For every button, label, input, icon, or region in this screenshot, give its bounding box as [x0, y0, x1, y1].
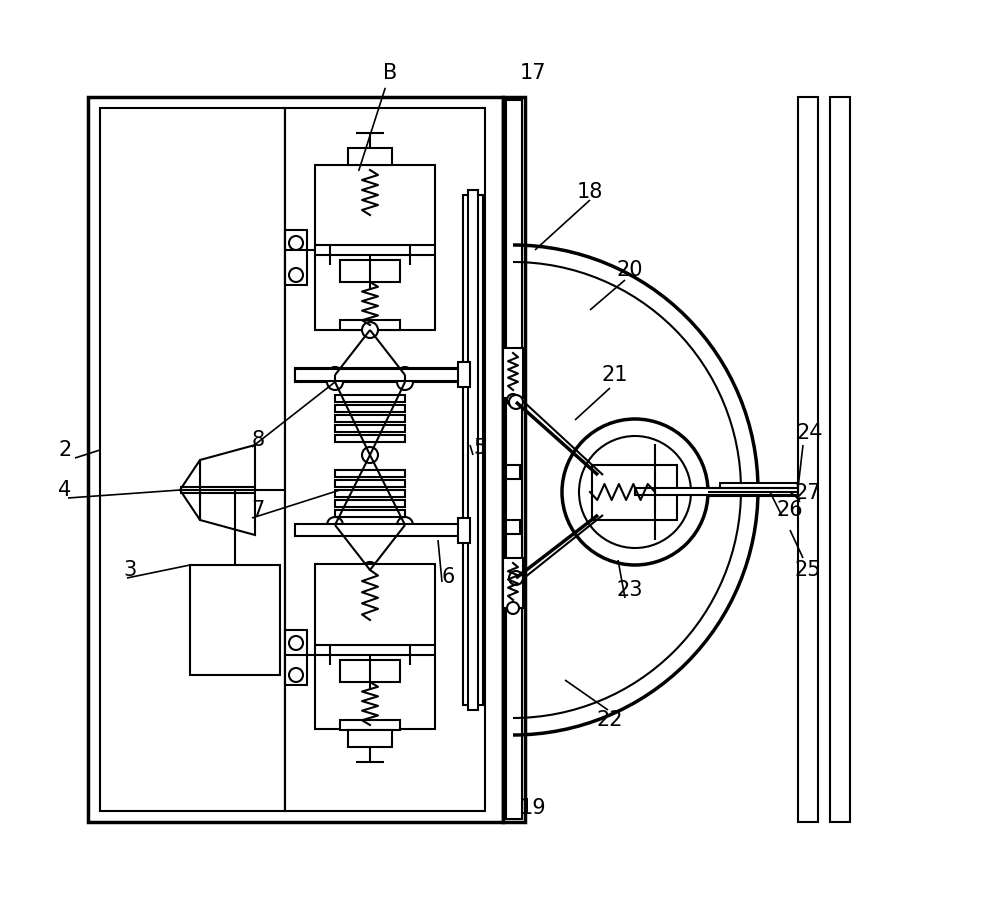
Bar — [506, 465, 520, 479]
Text: 3: 3 — [123, 560, 137, 580]
Circle shape — [507, 394, 519, 406]
Bar — [340, 660, 400, 682]
Circle shape — [397, 367, 413, 383]
Bar — [285, 108, 485, 811]
Text: B: B — [359, 63, 397, 170]
Circle shape — [397, 517, 413, 533]
Circle shape — [327, 517, 343, 533]
Circle shape — [327, 367, 343, 383]
Circle shape — [289, 268, 303, 282]
Bar — [285, 230, 307, 285]
Text: 5: 5 — [473, 438, 487, 458]
Bar — [348, 730, 392, 747]
Bar — [335, 435, 405, 442]
Circle shape — [289, 668, 303, 682]
Circle shape — [562, 419, 708, 565]
Bar — [335, 470, 405, 477]
Bar — [503, 348, 523, 398]
Bar — [830, 97, 850, 822]
Bar — [335, 415, 405, 422]
Circle shape — [591, 468, 605, 482]
Bar — [335, 490, 405, 497]
Circle shape — [327, 374, 343, 390]
Bar — [100, 108, 285, 811]
Bar — [463, 195, 483, 705]
Bar — [503, 558, 523, 608]
Circle shape — [507, 602, 519, 614]
Bar — [340, 720, 400, 730]
Text: 17: 17 — [520, 63, 546, 83]
Text: 26: 26 — [777, 500, 803, 520]
Bar — [335, 500, 405, 507]
Circle shape — [397, 374, 413, 390]
Bar — [88, 97, 503, 822]
Text: 18: 18 — [577, 182, 603, 202]
Bar — [340, 260, 400, 282]
Bar — [348, 148, 392, 165]
Text: 7: 7 — [251, 500, 265, 520]
Circle shape — [362, 562, 378, 578]
Circle shape — [362, 447, 378, 463]
Bar — [503, 97, 525, 822]
Circle shape — [289, 636, 303, 650]
Bar — [798, 97, 818, 822]
Bar — [468, 190, 478, 710]
Text: 19: 19 — [520, 798, 546, 818]
Circle shape — [509, 571, 523, 585]
Bar — [335, 395, 405, 402]
Bar — [335, 405, 405, 412]
Text: 8: 8 — [251, 430, 265, 450]
Bar — [335, 425, 405, 432]
Bar — [340, 320, 400, 330]
Bar — [315, 165, 435, 330]
Text: 25: 25 — [795, 560, 821, 580]
Text: 23: 23 — [617, 580, 643, 600]
Bar — [190, 565, 280, 675]
Text: 20: 20 — [617, 260, 643, 280]
Bar — [458, 362, 470, 387]
Text: 21: 21 — [602, 365, 628, 385]
Bar — [335, 480, 405, 487]
Bar — [506, 100, 522, 819]
Bar — [592, 465, 677, 520]
Polygon shape — [200, 445, 255, 535]
Text: 4: 4 — [58, 480, 72, 500]
Bar — [458, 518, 470, 543]
Circle shape — [362, 322, 378, 338]
Text: 27: 27 — [795, 483, 821, 503]
Bar — [315, 564, 435, 729]
Bar — [295, 368, 470, 382]
Text: 24: 24 — [797, 423, 823, 443]
Circle shape — [579, 436, 691, 548]
Text: 6: 6 — [441, 567, 455, 587]
Bar — [335, 510, 405, 517]
Circle shape — [509, 395, 523, 409]
Bar — [506, 520, 520, 534]
Bar — [285, 630, 307, 685]
Bar — [635, 488, 798, 495]
Text: 22: 22 — [597, 710, 623, 730]
Text: 2: 2 — [58, 440, 72, 460]
Bar — [720, 483, 798, 495]
Polygon shape — [180, 460, 200, 520]
Bar — [295, 369, 463, 381]
Circle shape — [591, 508, 605, 522]
Circle shape — [289, 236, 303, 250]
Bar — [295, 524, 463, 536]
